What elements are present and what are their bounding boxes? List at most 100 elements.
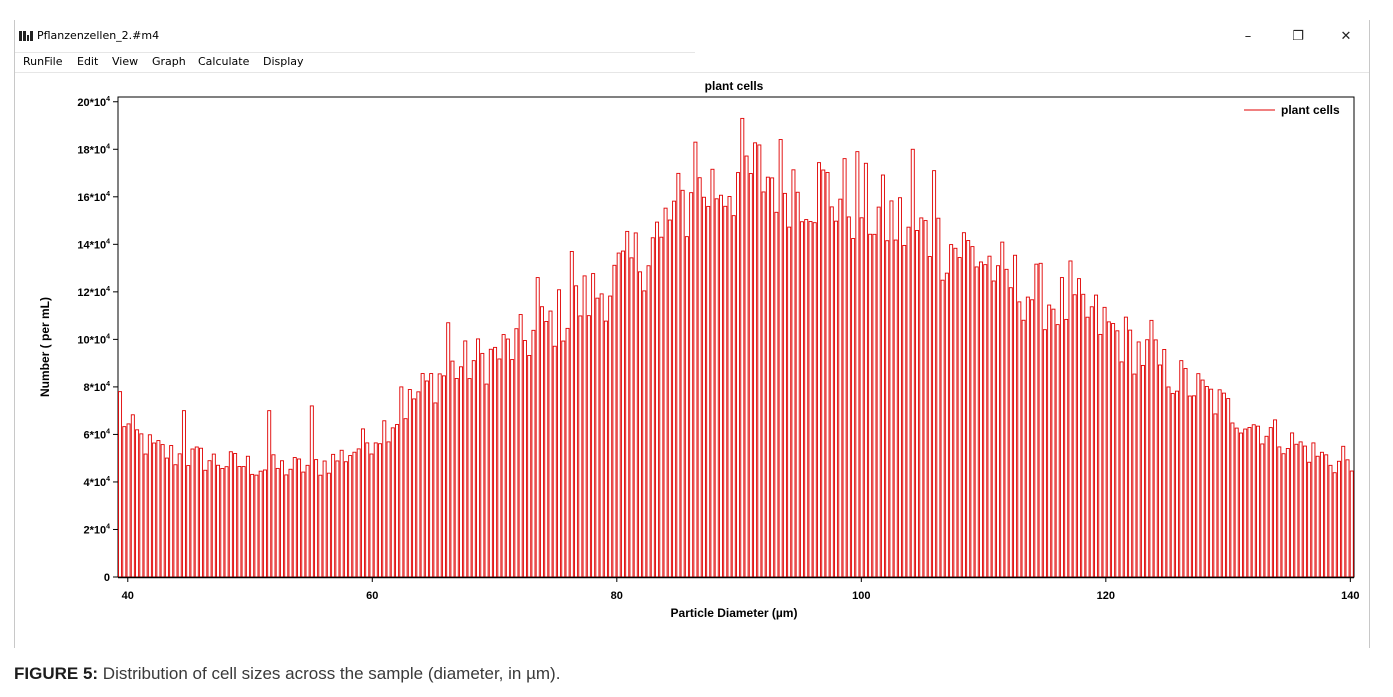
histogram-bar [365, 442, 370, 578]
histogram-bar [220, 468, 225, 578]
histogram-bar [663, 207, 668, 578]
histogram-bar [463, 340, 468, 578]
histogram-bar [322, 460, 327, 578]
histogram-bar [970, 246, 975, 578]
histogram-bar [565, 327, 570, 578]
histogram-bar [1089, 306, 1094, 578]
histogram-bar [1004, 268, 1009, 578]
minimize-button[interactable]: – [1244, 29, 1252, 44]
histogram-bar [825, 171, 830, 578]
histogram-bar [727, 196, 732, 578]
histogram-bar [326, 472, 331, 578]
histogram-bar [927, 256, 932, 578]
histogram-bar [561, 340, 566, 578]
menu-bar: RunFile Edit View Graph Calculate Displa… [15, 53, 1369, 73]
histogram-bar [348, 455, 353, 578]
histogram-bar [851, 238, 856, 578]
histogram-bar [697, 177, 702, 578]
histogram-bar [1000, 241, 1005, 578]
histogram-bar [1209, 388, 1214, 578]
histogram-bar [1111, 323, 1116, 578]
menu-calculate[interactable]: Calculate [198, 55, 250, 68]
histogram-bar [859, 217, 864, 578]
histogram-bar [603, 320, 608, 578]
histogram-bar [147, 434, 152, 578]
x-tick-label: 80 [611, 590, 623, 602]
menu-graph[interactable]: Graph [152, 55, 186, 68]
histogram-bar [1119, 361, 1124, 578]
histogram-bar [1204, 386, 1209, 578]
histogram-bar [297, 458, 302, 578]
histogram-bar [787, 226, 792, 578]
histogram-bar [190, 448, 195, 578]
histogram-bar [625, 230, 630, 578]
histogram-bar [557, 289, 561, 578]
histogram-bar [710, 168, 715, 578]
histogram-bar [1324, 454, 1329, 578]
x-axis-label: Particle Diameter (µm) [671, 606, 798, 620]
figure-caption: FIGURE 5: Distribution of cell sizes acr… [14, 664, 560, 684]
histogram-bar [1290, 432, 1295, 578]
y-tick-label: 0 [104, 572, 110, 584]
histogram-bar [953, 247, 958, 578]
histogram-bar [245, 455, 250, 578]
histogram-bar [714, 198, 719, 578]
histogram-bar [1307, 461, 1312, 578]
histogram-bar [459, 366, 463, 578]
menu-display[interactable]: Display [263, 55, 304, 68]
histogram-bar [757, 144, 762, 578]
histogram-bar [181, 410, 186, 578]
histogram-bar [262, 469, 267, 578]
histogram-bar [1128, 329, 1133, 578]
x-tick-label: 120 [1097, 590, 1115, 602]
close-button[interactable]: ✕ [1340, 29, 1352, 44]
histogram-bar [642, 290, 647, 578]
histogram-bar [177, 453, 182, 578]
histogram-bar [1157, 364, 1162, 578]
histogram-bar [126, 423, 131, 578]
menu-edit[interactable]: Edit [77, 55, 99, 68]
bar-group [118, 117, 1354, 578]
histogram-bar [1328, 464, 1333, 578]
histogram-bar [1051, 308, 1056, 578]
histogram-bar [855, 151, 860, 578]
histogram-bar [616, 252, 621, 578]
x-tick-label: 40 [122, 590, 134, 602]
histogram-bar [834, 220, 839, 578]
histogram-bar [1315, 455, 1320, 578]
histogram-bar [1059, 277, 1064, 578]
y-tick-label: 4*104 [83, 476, 110, 489]
menu-runfile[interactable]: RunFile [23, 55, 63, 68]
menu-view[interactable]: View [112, 55, 139, 68]
histogram-bar [795, 191, 800, 578]
histogram-bar [1068, 260, 1073, 578]
histogram-bar [356, 448, 361, 578]
histogram-bar [382, 420, 387, 578]
histogram-bar [343, 461, 348, 578]
histogram-bar [548, 310, 553, 578]
histogram-bar [1213, 413, 1218, 578]
histogram-bar [493, 346, 498, 578]
histogram-bar [906, 226, 911, 578]
histogram-bar [314, 459, 319, 578]
histogram-bar [723, 205, 728, 578]
histogram-bar [770, 177, 775, 578]
histogram-bar [838, 198, 843, 578]
histogram-bar [1064, 318, 1069, 578]
histogram-bar [450, 360, 455, 578]
histogram-bar [488, 348, 493, 578]
histogram-bar [1038, 262, 1043, 578]
histogram-bar [301, 471, 306, 578]
histogram-bar [1264, 435, 1269, 578]
histogram-bar [655, 221, 660, 578]
histogram-bar [586, 315, 591, 578]
histogram-bar [284, 474, 289, 578]
histogram-bar [1008, 287, 1013, 578]
histogram-bar [893, 239, 898, 578]
histogram-bar [961, 232, 966, 578]
restore-button[interactable]: ❐ [1292, 29, 1304, 44]
histogram-bar [386, 441, 391, 578]
title-bar[interactable]: Pflanzenzellen_2.#m4 – ❐ ✕ [15, 20, 1369, 52]
histogram-bar [944, 272, 949, 578]
histogram-bar [569, 251, 574, 578]
